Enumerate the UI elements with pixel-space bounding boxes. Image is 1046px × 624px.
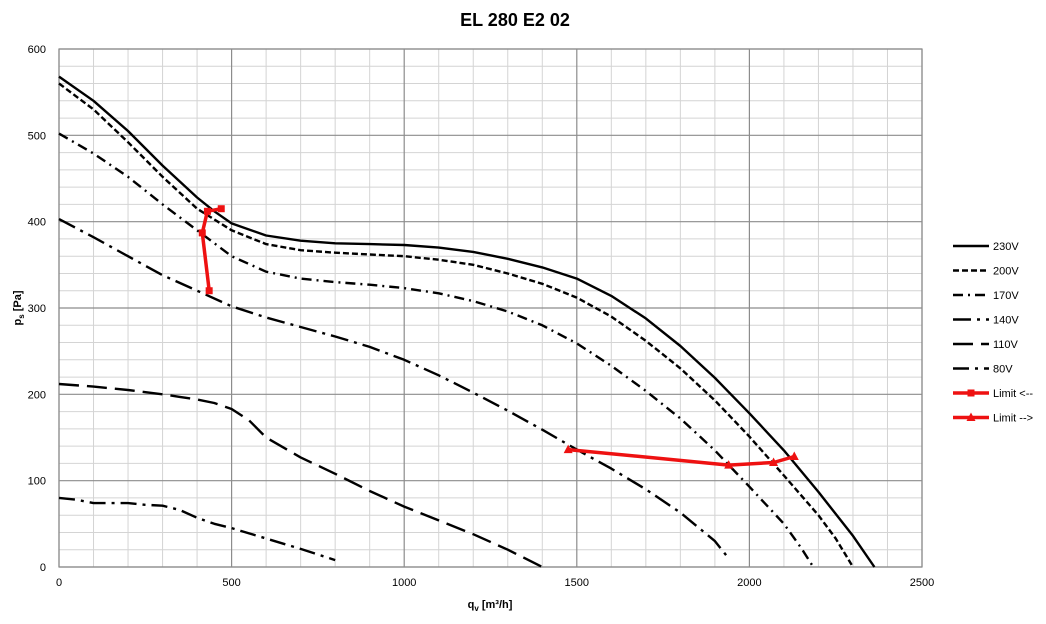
chart-title: EL 280 E2 02 xyxy=(460,10,570,30)
data-point-marker xyxy=(217,205,225,213)
x-tick-label: 1000 xyxy=(392,577,416,589)
series-line-200v xyxy=(58,82,855,568)
y-tick-label: 0 xyxy=(40,562,46,574)
legend-entry-label: Limit --> xyxy=(993,413,1033,425)
x-axis-label: qv [m³/h] xyxy=(468,599,513,613)
data-point-marker xyxy=(724,460,734,469)
series-line-110v xyxy=(58,382,543,569)
y-axis-label: ps [Pa] xyxy=(12,290,26,325)
x-tick-label: 0 xyxy=(56,577,62,589)
y-tick-label: 300 xyxy=(28,303,46,315)
x-tick-label: 2500 xyxy=(910,577,934,589)
data-point-marker xyxy=(789,451,799,460)
legend-marker xyxy=(967,389,975,397)
data-point-marker xyxy=(769,457,779,467)
data-point-marker xyxy=(563,444,573,454)
major-grid xyxy=(58,48,923,568)
legend-entry-label: 140V xyxy=(993,315,1019,327)
series-line-140v xyxy=(58,218,730,560)
legend-marker xyxy=(966,412,976,421)
series-line-limit- xyxy=(200,206,222,291)
axis-ticks: 0 500 1000 1500 2000 2500 0 100 200 300 400 500 600 xyxy=(28,44,935,589)
series-lines xyxy=(58,75,876,569)
y-tick-label: 200 xyxy=(28,389,46,401)
x-tick-label: 500 xyxy=(222,577,240,589)
legend: 230V 200V 170V 140V 110V 80V Limit <-- Limit --… xyxy=(953,241,1033,425)
legend-entry-label: 110V xyxy=(993,339,1019,351)
legend-entry-label: 230V xyxy=(993,241,1019,253)
y-tick-label: 500 xyxy=(28,130,46,142)
plot-border xyxy=(58,48,923,568)
legend-entry-label: 200V xyxy=(993,266,1019,278)
data-point-marker xyxy=(198,229,206,237)
y-tick-label: 600 xyxy=(28,44,46,56)
series-line-230v xyxy=(58,75,876,568)
legend-entry-label: Limit <-- xyxy=(993,388,1033,400)
data-point-marker xyxy=(205,287,213,295)
legend-entry-label: 80V xyxy=(993,364,1013,376)
y-tick-label: 100 xyxy=(28,476,46,488)
x-tick-label: 1500 xyxy=(565,577,589,589)
y-tick-label: 400 xyxy=(28,217,46,229)
series-line-80v xyxy=(58,496,336,562)
series-line-limit- xyxy=(568,447,795,467)
data-point-marker xyxy=(203,207,211,215)
legend-entry-label: 170V xyxy=(993,290,1019,302)
x-tick-label: 2000 xyxy=(737,577,761,589)
series-line-170v xyxy=(58,132,815,568)
